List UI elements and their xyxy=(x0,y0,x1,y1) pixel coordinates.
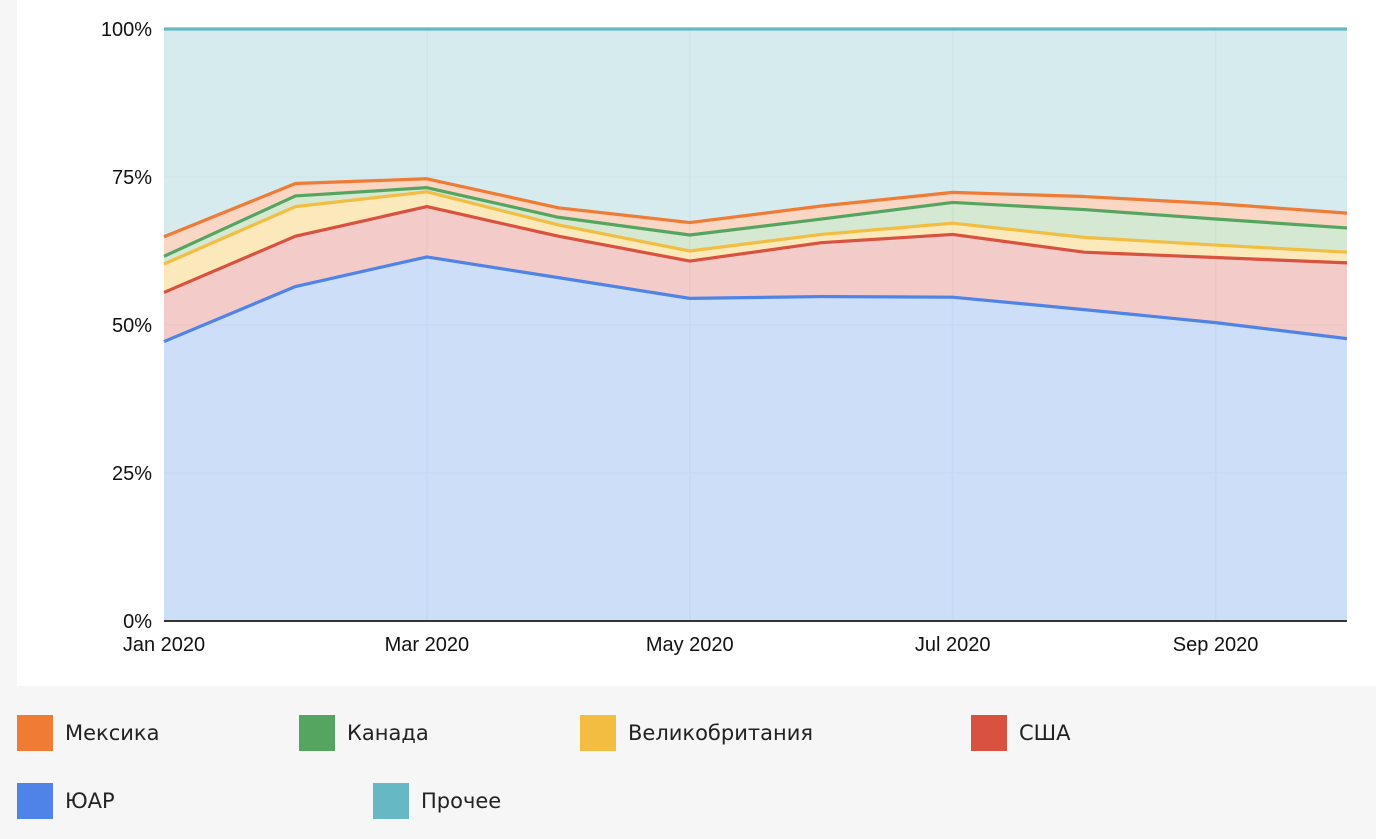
legend-item-uk[interactable]: Великобритания xyxy=(580,715,813,751)
y-tick-label: 25% xyxy=(112,463,152,485)
stacked-area-chart: 0% 25% 50% 75% 100% Jan 2020 Mar 2020 May 2020… xyxy=(101,19,1348,656)
area-Канада xyxy=(164,187,1347,265)
legend-item-other[interactable]: Прочее xyxy=(373,783,501,819)
line-ЮАР xyxy=(163,255,1348,344)
legend-label-south-africa: ЮАР xyxy=(65,789,115,813)
legend-label-other: Прочее xyxy=(421,789,502,813)
y-tick-label: 0% xyxy=(123,611,152,633)
legend-swatch-uk xyxy=(580,715,616,751)
line-США xyxy=(163,205,1348,294)
y-tick-label: 100% xyxy=(101,19,152,41)
legend-swatch-mexico xyxy=(17,715,53,751)
area-Мексика xyxy=(164,178,1347,257)
y-tick-label: 50% xyxy=(112,315,152,337)
legend-item-mexico[interactable]: Мексика xyxy=(17,715,159,751)
legend-swatch-usa xyxy=(971,715,1007,751)
legend-swatch-south-africa xyxy=(17,783,53,819)
x-tick-label: May 2020 xyxy=(646,634,734,656)
area-ЮАР xyxy=(164,256,1347,621)
legend-item-canada[interactable]: Канада xyxy=(299,715,429,751)
y-tick-label: 75% xyxy=(112,167,152,189)
x-tick-label: Jan 2020 xyxy=(123,634,205,656)
x-axis-ticks: Jan 2020 Mar 2020 May 2020 Jul 2020 Sep 2020 xyxy=(123,634,1259,656)
x-tick-label: Mar 2020 xyxy=(385,634,470,656)
legend-swatch-other xyxy=(373,783,409,819)
area-layer xyxy=(164,29,1347,621)
line-Мексика xyxy=(163,177,1348,239)
legend-item-usa[interactable]: США xyxy=(971,715,1071,751)
y-axis-ticks: 0% 25% 50% 75% 100% xyxy=(101,19,152,633)
area-Великобритания xyxy=(164,191,1347,293)
area-США xyxy=(164,206,1347,342)
x-tick-label: Jul 2020 xyxy=(915,634,991,656)
legend: Мексика Канада Великобритания США ЮАР Пр… xyxy=(0,686,1376,839)
legend-label-usa: США xyxy=(1019,721,1071,745)
legend-item-south-africa[interactable]: ЮАР xyxy=(17,783,115,819)
x-tick-label: Sep 2020 xyxy=(1173,634,1259,656)
legend-label-canada: Канада xyxy=(347,721,429,745)
line-layer xyxy=(163,27,1348,344)
legend-label-mexico: Мексика xyxy=(65,721,160,745)
legend-label-uk: Великобритания xyxy=(628,721,813,745)
line-Великобритания xyxy=(163,190,1348,266)
line-Канада xyxy=(163,186,1348,258)
legend-swatch-canada xyxy=(299,715,335,751)
